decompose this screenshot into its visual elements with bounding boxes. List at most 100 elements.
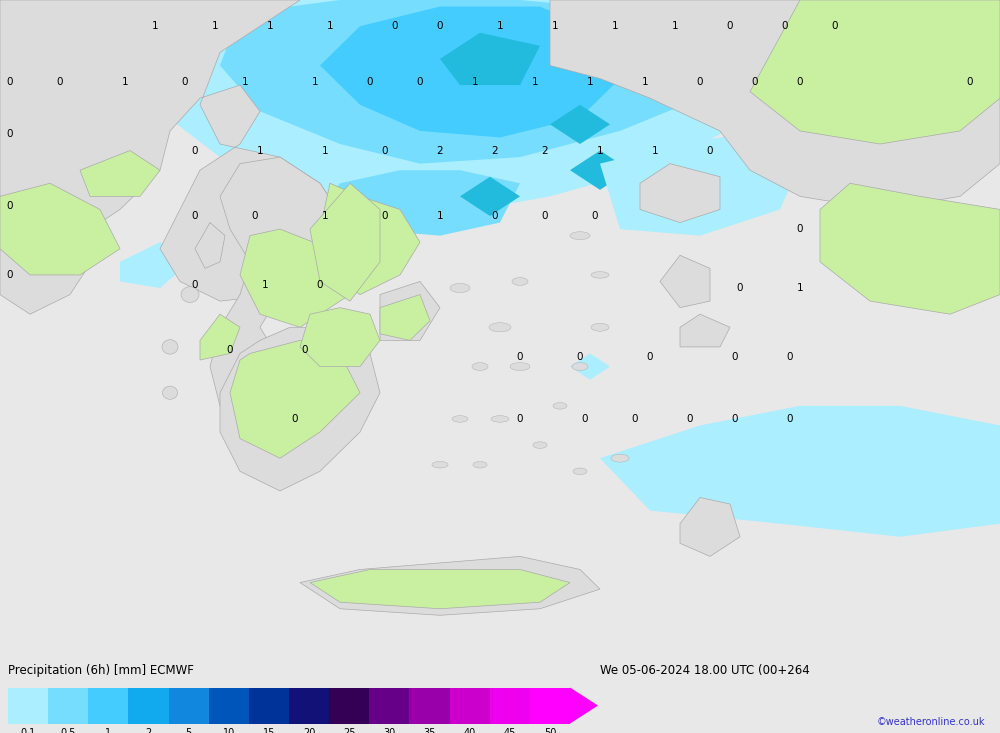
Text: 0: 0 xyxy=(732,352,738,362)
Polygon shape xyxy=(220,327,380,491)
Polygon shape xyxy=(600,131,800,235)
Polygon shape xyxy=(850,20,1000,105)
Text: 1: 1 xyxy=(327,21,333,32)
Polygon shape xyxy=(570,353,610,380)
Polygon shape xyxy=(0,183,120,275)
Ellipse shape xyxy=(533,442,547,449)
Text: 0: 0 xyxy=(517,352,523,362)
Polygon shape xyxy=(310,570,570,608)
Text: 0: 0 xyxy=(697,77,703,86)
Text: 1: 1 xyxy=(672,21,678,32)
Bar xyxy=(209,688,249,723)
Text: 0: 0 xyxy=(417,77,423,86)
Polygon shape xyxy=(0,78,140,177)
Bar xyxy=(48,688,88,723)
Polygon shape xyxy=(195,223,225,268)
Text: 0: 0 xyxy=(732,414,738,424)
Bar xyxy=(289,688,329,723)
Bar xyxy=(8,688,48,723)
Ellipse shape xyxy=(573,468,587,474)
Text: 1: 1 xyxy=(497,21,503,32)
Bar xyxy=(369,688,409,723)
Text: 15: 15 xyxy=(263,728,275,733)
Text: 0: 0 xyxy=(392,21,398,32)
Text: 0: 0 xyxy=(782,21,788,32)
Text: 1: 1 xyxy=(242,77,248,86)
Polygon shape xyxy=(460,177,520,216)
Polygon shape xyxy=(320,170,520,235)
Text: ©weatheronline.co.uk: ©weatheronline.co.uk xyxy=(876,717,985,726)
Text: 0.1: 0.1 xyxy=(20,728,36,733)
Bar xyxy=(530,688,570,723)
Polygon shape xyxy=(750,0,1000,144)
Text: 0: 0 xyxy=(317,280,323,290)
Polygon shape xyxy=(0,13,140,85)
Polygon shape xyxy=(550,0,1000,210)
Text: 1: 1 xyxy=(532,77,538,86)
Ellipse shape xyxy=(452,416,468,422)
Polygon shape xyxy=(680,314,730,347)
Text: 1: 1 xyxy=(322,211,328,221)
Text: 40: 40 xyxy=(464,728,476,733)
Ellipse shape xyxy=(572,363,588,370)
Polygon shape xyxy=(600,406,1000,537)
Polygon shape xyxy=(300,556,600,615)
Text: 0: 0 xyxy=(252,211,258,221)
Text: 0: 0 xyxy=(192,146,198,155)
Text: 0: 0 xyxy=(787,352,793,362)
Ellipse shape xyxy=(510,363,530,370)
Polygon shape xyxy=(120,242,190,288)
Text: We 05-06-2024 18.00 UTC (00+264: We 05-06-2024 18.00 UTC (00+264 xyxy=(600,664,810,677)
Text: 25: 25 xyxy=(343,728,355,733)
Text: 1: 1 xyxy=(312,77,318,86)
Text: 0: 0 xyxy=(292,414,298,424)
Text: 1: 1 xyxy=(642,77,648,86)
Polygon shape xyxy=(320,7,620,138)
Text: 1: 1 xyxy=(472,77,478,86)
Polygon shape xyxy=(380,295,430,340)
Ellipse shape xyxy=(472,363,488,370)
Text: 0: 0 xyxy=(727,21,733,32)
Text: 0: 0 xyxy=(367,77,373,86)
Ellipse shape xyxy=(473,462,487,468)
Polygon shape xyxy=(320,183,420,295)
Text: 1: 1 xyxy=(437,211,443,221)
Text: 2: 2 xyxy=(492,146,498,155)
Text: 1: 1 xyxy=(267,21,273,32)
Bar xyxy=(450,688,490,723)
Text: 1: 1 xyxy=(257,146,263,155)
Text: 1: 1 xyxy=(612,21,618,32)
Text: 0: 0 xyxy=(967,77,973,86)
Polygon shape xyxy=(200,314,240,360)
Text: 0: 0 xyxy=(752,77,758,86)
Polygon shape xyxy=(660,255,710,308)
Text: 0: 0 xyxy=(7,77,13,86)
Polygon shape xyxy=(380,281,440,340)
Text: 1: 1 xyxy=(597,146,603,155)
Text: 0: 0 xyxy=(832,21,838,32)
Ellipse shape xyxy=(489,323,511,332)
Text: 20: 20 xyxy=(303,728,315,733)
Text: 0: 0 xyxy=(382,146,388,155)
Text: 5: 5 xyxy=(186,728,192,733)
Text: 0: 0 xyxy=(577,352,583,362)
Ellipse shape xyxy=(591,323,609,331)
Ellipse shape xyxy=(450,284,470,292)
Polygon shape xyxy=(680,498,740,556)
Text: 0: 0 xyxy=(182,77,188,86)
Polygon shape xyxy=(300,308,380,366)
Text: 1: 1 xyxy=(152,21,158,32)
Text: 0: 0 xyxy=(582,414,588,424)
Text: 1: 1 xyxy=(212,21,218,32)
Ellipse shape xyxy=(553,402,567,409)
Polygon shape xyxy=(0,196,100,262)
Text: 0.5: 0.5 xyxy=(61,728,76,733)
Ellipse shape xyxy=(181,287,199,303)
Bar xyxy=(249,688,289,723)
Text: 2: 2 xyxy=(145,728,152,733)
Text: 0: 0 xyxy=(437,21,443,32)
Text: 1: 1 xyxy=(105,728,111,733)
Ellipse shape xyxy=(432,462,448,468)
Text: 0: 0 xyxy=(57,77,63,86)
Text: 30: 30 xyxy=(383,728,395,733)
